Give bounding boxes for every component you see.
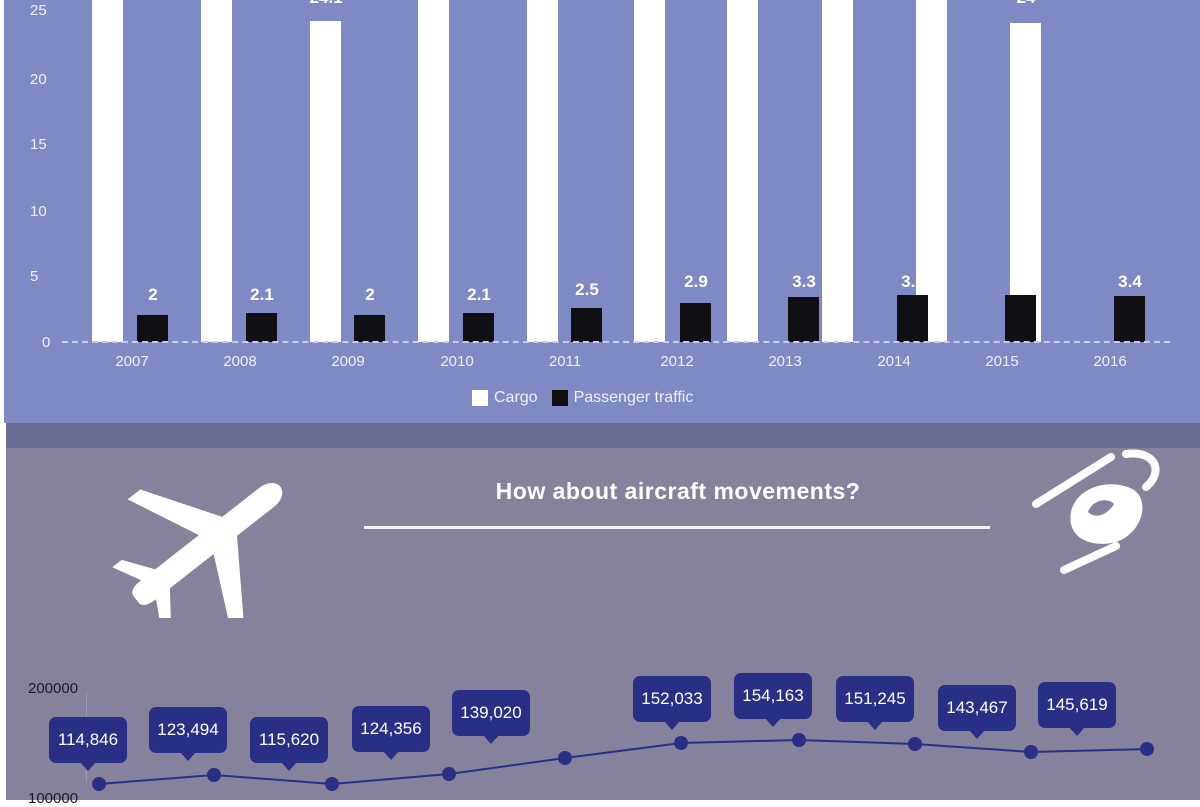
title-underline [364,526,990,529]
passenger-bar-2012 [680,303,711,342]
legend-label-cargo: Cargo [494,389,538,406]
cargo-bar-2013 [727,0,758,342]
cargo-bar-2010 [418,0,449,342]
cargo-label-2009: 24.1 [296,0,356,8]
legend-item-passenger: Passenger traffic [551,389,694,407]
passenger-bar-2015 [1005,295,1036,342]
x-tick: 2012 [660,353,694,370]
cargo-bar-2015 [916,0,947,342]
passenger-label-2013: 3.3 [792,272,816,291]
passenger-bar-2013 [788,297,819,342]
data-point [442,767,456,781]
y-tick: 20 [30,71,47,88]
cargo-swatch [472,390,488,406]
data-point [792,733,806,747]
passenger-label-2012: 2.9 [684,272,708,291]
value-callout: 143,467 [938,685,1016,739]
x-tick: 2009 [331,353,365,370]
x-tick: 2011 [548,353,582,370]
value-callout: 145,619 [1038,682,1116,736]
cargo-bar-2008 [201,0,232,342]
passenger-label-2016: 3.4 [1118,272,1142,291]
data-point [1140,742,1154,756]
y-tick: 5 [30,268,39,285]
x-tick: 2015 [985,353,1019,370]
data-point [558,751,572,765]
legend-label-passenger: Passenger traffic [573,389,694,406]
passenger-label-2008: 2.1 [250,285,274,304]
data-point [207,768,221,782]
passenger-bar-2011 [571,308,602,342]
passenger-bar-2010 [463,313,494,342]
value-callout: 114,846 [49,717,127,771]
data-point [1024,745,1038,759]
data-point [908,737,922,751]
x-tick: 2014 [877,353,911,370]
passenger-bar-2007 [137,315,168,342]
x-tick: 2007 [115,353,149,370]
section-title: How about aircraft movements? [495,478,861,504]
value-callout: 139,020 [452,690,530,744]
cargo-bar-2007 [92,0,123,342]
cargo-bar-2016 [1010,23,1041,342]
x-tick: 2010 [440,353,474,370]
passenger-bar-2009 [354,315,385,342]
value-callout: 152,033 [633,676,711,730]
cargo-bar-2011 [527,0,558,342]
value-callout: 123,494 [149,707,227,761]
value-callout: 151,245 [836,676,914,730]
x-tick: 2008 [223,353,257,370]
airplane-icon [112,483,283,618]
y-tick: 0 [42,334,51,351]
value-callout: 115,620 [250,717,328,771]
bar-chart-legend: Cargo Passenger traffic [472,389,707,407]
legend-item-cargo: Cargo [472,389,538,407]
cargo-bar-2012 [634,0,665,342]
section-divider [6,423,1200,448]
passenger-label-2014: 3.5 [901,272,925,291]
data-point [92,777,106,791]
helicopter-icon [1032,449,1160,574]
y-tick: 200000 [28,680,79,697]
passenger-label-2015: 3.5 [1009,272,1033,291]
passenger-bar-2014 [897,295,928,342]
value-callout: 124,356 [352,706,430,760]
passenger-label-2007: 2 [148,285,158,304]
value-callout: 154,163 [734,673,812,727]
x-tick: 2016 [1093,353,1127,370]
passenger-label-2010: 2.1 [467,285,491,304]
passenger-swatch [551,390,568,406]
y-tick: 25 [30,2,47,19]
passenger-label-2009: 2 [365,285,375,304]
passenger-label-2011: 2.5 [575,280,599,299]
x-axis-baseline [62,341,1170,343]
cargo-bar-2014 [822,0,853,342]
cargo-bar-2009 [310,21,341,342]
cargo-label-2016: 24 [996,0,1056,8]
x-tick: 2013 [768,353,802,370]
y-tick: 15 [30,136,47,153]
data-point [674,736,688,750]
passenger-bar-2016 [1114,296,1145,342]
data-point [325,777,339,791]
passenger-bar-2008 [246,313,277,342]
y-tick: 10 [30,203,47,220]
